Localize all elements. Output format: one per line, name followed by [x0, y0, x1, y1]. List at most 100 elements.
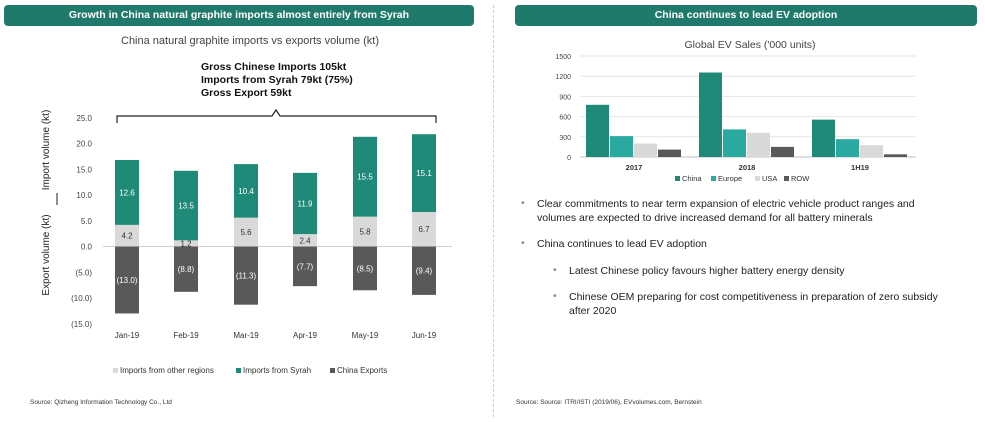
x-tick-label: Feb-19: [173, 331, 199, 340]
legend-swatch: [113, 368, 118, 373]
y-tick-label: 10.0: [76, 191, 92, 200]
bar-imports-syrah: [353, 136, 377, 217]
bar-imports-syrah: [412, 134, 436, 212]
bar-row: [771, 146, 794, 157]
bar-china-exports: [293, 246, 317, 287]
bullet-item: • Chinese OEM preparing for cost competit…: [521, 290, 941, 318]
data-label-imports-syrah: 10.4: [238, 187, 254, 196]
data-label-imports-syrah: 11.9: [298, 199, 314, 208]
ev-chart-title: Global EV Sales ('000 units): [684, 39, 816, 51]
y-tick-label: (10.0): [71, 294, 92, 303]
y-tick-label: 25.0: [76, 114, 92, 123]
legend-label: USA: [762, 174, 777, 183]
bullet-dot-icon: •: [521, 197, 525, 209]
y-tick-label: 20.0: [76, 140, 92, 149]
bar-china-exports: [234, 246, 258, 305]
y-axis-label-imports: Import volume (kt): [41, 110, 52, 191]
data-label-imports-syrah: 13.5: [178, 202, 194, 211]
bullet-item: • China continues to lead EV adoption: [521, 237, 941, 252]
bar-row: [884, 154, 907, 157]
y-tick-label: 0: [567, 155, 571, 162]
bullet-item: • Clear commitments to near term expansio…: [521, 197, 941, 225]
legend-swatch: [236, 368, 241, 373]
bullet-list: • Clear commitments to near term expansio…: [521, 197, 941, 331]
data-label-imports-other: 5.8: [359, 228, 371, 237]
data-label-china-exports: (11.3): [236, 272, 257, 281]
bar-usa: [860, 145, 883, 157]
right-panel-header: China continues to lead EV adoption: [515, 5, 977, 26]
bullet-text: Clear commitments to near term expansion…: [537, 198, 915, 224]
y-tick-label: 5.0: [81, 217, 93, 226]
data-label-imports-syrah: 15.5: [357, 173, 373, 182]
bar-imports-other: [293, 234, 317, 247]
annotation-bracket: [116, 108, 437, 123]
x-tick-label: Mar-19: [233, 331, 259, 340]
x-tick-label: Jan-19: [115, 331, 140, 340]
bar-imports-other: [353, 216, 377, 247]
x-tick-label: 2017: [626, 163, 643, 172]
bar-imports-other: [412, 211, 436, 247]
legend-label: Imports from other regions: [120, 366, 214, 375]
bullet-dot-icon: •: [521, 237, 525, 249]
annotation-line: Imports from Syrah 79kt (75%): [201, 74, 353, 86]
bar-china-exports: [412, 246, 436, 295]
data-label-china-exports: (13.0): [117, 276, 138, 285]
data-label-imports-other: 1.2: [180, 239, 192, 248]
bullet-item: • Latest Chinese policy favours higher ba…: [521, 264, 941, 279]
bullet-text: Chinese OEM preparing for cost competiti…: [569, 291, 938, 317]
bar-imports-other: [115, 224, 139, 247]
bar-imports-syrah: [174, 170, 198, 241]
bar-europe: [723, 129, 746, 157]
bar-china: [699, 72, 722, 157]
right-source-note: Source: Source: ITRI/ISTI (2019/06), EVv…: [516, 399, 702, 406]
bullet-text: Latest Chinese policy favours higher bat…: [569, 264, 845, 277]
y-tick-label: 0.0: [81, 243, 93, 252]
bar-europe: [610, 136, 633, 157]
data-label-china-exports: (8.8): [178, 265, 195, 274]
bar-imports-other: [174, 240, 198, 247]
legend-label: China Exports: [337, 366, 387, 375]
legend-label: Europe: [718, 174, 742, 183]
y-tick-label: 900: [559, 94, 571, 101]
bar-china-exports: [353, 246, 377, 291]
y-tick-label: (15.0): [71, 320, 92, 329]
bar-china: [586, 104, 609, 157]
bar-china: [812, 119, 835, 157]
legend-label: China: [682, 174, 702, 183]
y-tick-label: 15.0: [76, 165, 92, 174]
y-tick-label: (5.0): [76, 268, 93, 277]
data-label-imports-syrah: 15.1: [416, 169, 432, 178]
left-panel-header: Growth in China natural graphite imports…: [4, 5, 474, 26]
x-tick-label: Jun-19: [412, 331, 437, 340]
y-tick-label: 600: [559, 115, 571, 122]
data-label-imports-syrah: 12.6: [119, 188, 135, 197]
bar-imports-syrah: [115, 159, 139, 225]
bar-china-exports: [115, 246, 139, 314]
y-axis-label-exports: Export volume (kt): [41, 214, 52, 295]
bar-row: [658, 149, 681, 157]
legend-swatch: [675, 176, 680, 181]
bullet-dot-icon: •: [553, 290, 557, 302]
annotation-line: Gross Export 59kt: [201, 87, 292, 99]
bar-imports-syrah: [234, 164, 258, 218]
data-label-imports-other: 4.2: [121, 232, 133, 241]
legend-label: ROW: [791, 174, 810, 183]
legend-label: Imports from Syrah: [243, 366, 311, 375]
y-tick-label: 1500: [555, 54, 571, 61]
data-label-imports-other: 2.4: [299, 236, 311, 245]
x-tick-label: 2018: [739, 163, 756, 172]
legend-swatch: [711, 176, 716, 181]
x-tick-label: May-19: [352, 331, 379, 340]
bar-imports-syrah: [293, 172, 317, 235]
legend-swatch: [755, 176, 760, 181]
bar-china-exports: [174, 246, 198, 292]
bar-europe: [836, 139, 859, 157]
y-tick-label: 1200: [555, 74, 571, 81]
bar-usa: [634, 143, 657, 157]
annotation-line: Gross Chinese Imports 105kt: [201, 61, 347, 73]
bar-imports-other: [234, 217, 258, 247]
data-label-china-exports: (9.4): [416, 267, 433, 276]
legend-swatch: [330, 368, 335, 373]
data-label-china-exports: (8.5): [357, 264, 374, 273]
